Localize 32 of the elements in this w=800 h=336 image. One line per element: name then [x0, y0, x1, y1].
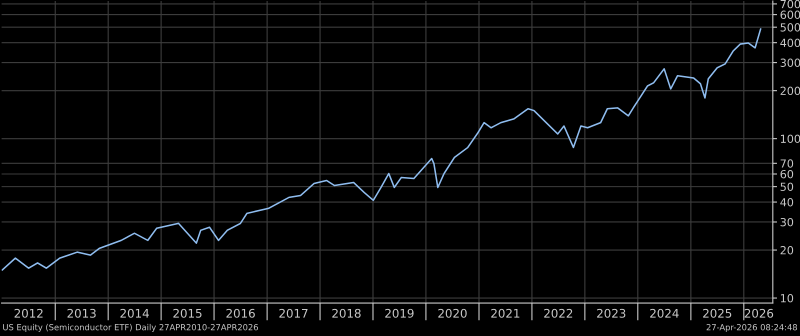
y-tick-label: 40 — [780, 198, 794, 206]
y-tick-label: 50 — [780, 182, 794, 191]
y-tick-label: 100 — [780, 134, 800, 144]
y-tick-label: 60 — [780, 170, 794, 178]
y-tick-label: 300 — [780, 58, 800, 67]
x-tick-label: 2017 — [279, 308, 308, 318]
x-tick-label: 2013 — [67, 308, 96, 318]
text: 27-Apr-2026 08:24:48 — [706, 324, 798, 332]
x-tick-label: 2018 — [332, 308, 361, 318]
x-tick-label: 2021 — [491, 308, 520, 318]
y-tick-label: 500 — [780, 23, 800, 32]
x-tick-label: 2019 — [385, 308, 414, 318]
x-tick-label: 2025 — [703, 308, 732, 318]
x-tick-label: 2023 — [597, 308, 626, 318]
x-tick-label: 2016 — [226, 308, 255, 318]
y-tick-label: 400 — [780, 38, 800, 48]
y-tick-label: 70 — [780, 159, 794, 168]
x-tick-label: 2014 — [120, 308, 149, 318]
y-tick-label: 600 — [780, 10, 800, 19]
x-tick-label: 2020 — [438, 308, 467, 318]
x-tick-label: 2012 — [14, 308, 43, 318]
x-tick-label: 2026 — [744, 308, 774, 318]
y-tick-label: 30 — [780, 218, 794, 226]
x-tick-label: 2022 — [544, 308, 572, 318]
x-tick-label: 2024 — [650, 308, 679, 318]
text: US Equity (Semiconductor ETF) Daily 27APR2010-27APR2026 — [3, 324, 258, 332]
y-tick-label: 200 — [780, 86, 800, 96]
x-tick-label: 2015 — [173, 308, 202, 318]
line-series — [2, 28, 762, 271]
y-tick-label: 20 — [780, 246, 794, 254]
y-tick-label: 10 — [780, 294, 794, 302]
y-tick-label: 700 — [780, 0, 800, 8]
